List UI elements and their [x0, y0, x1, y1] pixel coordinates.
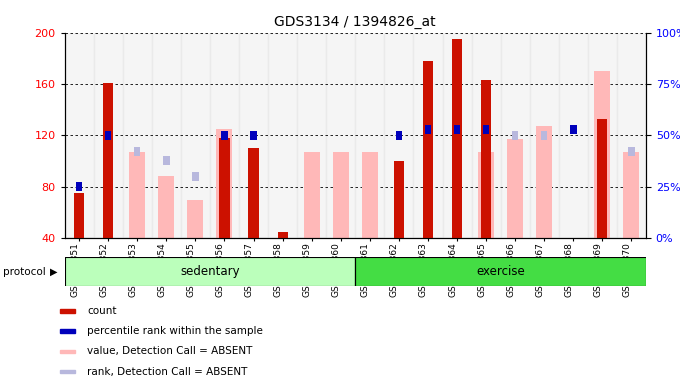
Bar: [472, 33, 500, 238]
Text: percentile rank within the sample: percentile rank within the sample: [87, 326, 263, 336]
Text: count: count: [87, 306, 117, 316]
Bar: [478, 152, 494, 238]
Bar: [624, 152, 639, 238]
Bar: [129, 152, 146, 238]
Bar: [122, 33, 152, 238]
Bar: [248, 148, 258, 238]
Bar: [61, 309, 75, 313]
Bar: [396, 131, 402, 140]
Bar: [452, 39, 462, 238]
Bar: [483, 125, 490, 134]
Bar: [588, 33, 617, 238]
Text: value, Detection Call = ABSENT: value, Detection Call = ABSENT: [87, 346, 253, 356]
Bar: [65, 257, 355, 286]
Bar: [221, 131, 228, 140]
Bar: [61, 350, 75, 353]
Bar: [134, 147, 141, 156]
Bar: [297, 33, 326, 238]
Bar: [355, 33, 384, 238]
Bar: [425, 125, 431, 134]
Bar: [537, 126, 552, 238]
Bar: [181, 33, 210, 238]
Title: GDS3134 / 1394826_at: GDS3134 / 1394826_at: [275, 15, 436, 29]
Bar: [413, 33, 443, 238]
Bar: [454, 125, 460, 134]
Bar: [152, 33, 181, 238]
Bar: [500, 33, 530, 238]
Text: sedentary: sedentary: [180, 265, 240, 278]
Bar: [541, 131, 547, 140]
Bar: [61, 329, 75, 333]
Bar: [61, 370, 75, 373]
Bar: [210, 33, 239, 238]
Text: protocol: protocol: [3, 266, 46, 277]
Bar: [570, 125, 577, 134]
Bar: [192, 172, 199, 181]
Bar: [74, 193, 84, 238]
Bar: [597, 119, 607, 238]
Bar: [628, 147, 634, 156]
Bar: [163, 156, 169, 164]
Bar: [355, 257, 646, 286]
Bar: [443, 33, 472, 238]
Bar: [423, 61, 433, 238]
Bar: [216, 129, 233, 238]
Bar: [268, 33, 297, 238]
Bar: [158, 177, 174, 238]
Bar: [76, 182, 82, 191]
Text: exercise: exercise: [476, 265, 525, 278]
Bar: [384, 33, 413, 238]
Bar: [507, 139, 523, 238]
Bar: [559, 33, 588, 238]
Bar: [304, 152, 320, 238]
Bar: [481, 80, 491, 238]
Bar: [277, 232, 288, 238]
Bar: [220, 138, 230, 238]
Bar: [239, 33, 268, 238]
Bar: [188, 200, 203, 238]
Bar: [333, 152, 349, 238]
Bar: [617, 33, 646, 238]
Text: rank, Detection Call = ABSENT: rank, Detection Call = ABSENT: [87, 367, 248, 377]
Bar: [594, 71, 611, 238]
Bar: [103, 83, 114, 238]
Bar: [326, 33, 355, 238]
Text: ▶: ▶: [50, 266, 57, 277]
Bar: [94, 33, 122, 238]
Bar: [250, 131, 257, 140]
Bar: [394, 161, 404, 238]
Bar: [512, 131, 518, 140]
Bar: [362, 152, 378, 238]
Bar: [530, 33, 559, 238]
Bar: [105, 131, 112, 140]
Bar: [65, 33, 94, 238]
